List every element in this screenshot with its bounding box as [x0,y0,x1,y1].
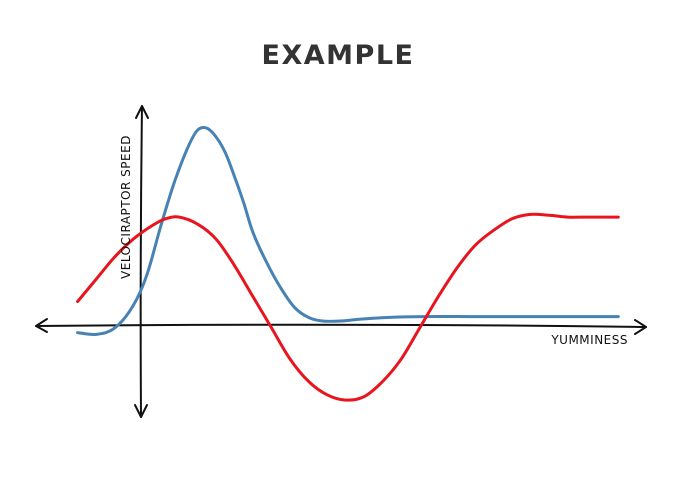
series-line-1 [76,125,620,337]
x-axis-left-arrowhead [35,318,48,333]
y-axis [134,105,149,418]
y-axis-label: VELOCIRAPTOR SPEED [119,135,133,279]
series-group [76,125,620,402]
x-axis-right-arrowhead [634,319,647,335]
x-axis-label: YUMMINESS [550,333,628,347]
chart-title: EXAMPLE [262,40,415,71]
y-axis-line [139,105,143,418]
y-axis-bottom-arrowhead [134,404,148,418]
x-axis [35,318,647,335]
series-line-2 [76,212,620,402]
y-axis-top-arrowhead [135,105,149,119]
x-axis-line [35,323,647,328]
